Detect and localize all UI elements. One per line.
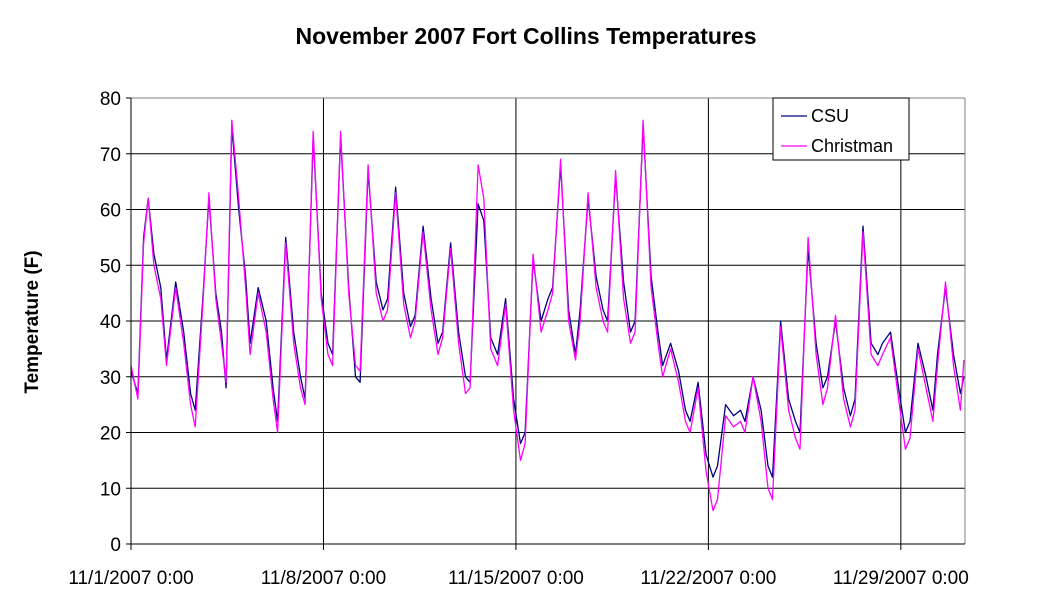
y-axis-ticks: 0 10 20 30 40 50 60 70 80 (100, 89, 131, 556)
x-tick-label: 11/22/2007 0:00 (640, 568, 776, 589)
x-tick-label: 11/8/2007 0:00 (261, 568, 386, 589)
legend-label-csu: CSU (811, 106, 849, 126)
y-tick-label: 30 (100, 368, 121, 389)
legend-box (772, 97, 910, 161)
series-line-csu (130, 125, 965, 478)
x-tick-label: 11/1/2007 0:00 (68, 568, 193, 589)
y-tick-label: 80 (100, 89, 121, 110)
y-tick-label: 50 (100, 256, 121, 277)
y-tick-label: 10 (100, 479, 121, 500)
x-tick-label: 11/29/2007 0:00 (833, 568, 969, 589)
chart-title: November 2007 Fort Collins Temperatures (296, 23, 757, 49)
grid (131, 97, 965, 544)
y-tick-label: 20 (100, 424, 121, 445)
y-tick-label: 0 (110, 535, 121, 556)
y-tick-label: 60 (100, 201, 121, 222)
y-tick-label: 40 (100, 312, 121, 333)
x-tick-label: 11/15/2007 0:00 (448, 568, 584, 589)
y-tick-label: 70 (100, 145, 121, 166)
series-lines (130, 119, 965, 512)
legend: CSU Christman (772, 97, 910, 161)
legend-label-christman: Christman (811, 136, 893, 156)
series-line-christman (130, 119, 965, 512)
y-axis-label: Temperature (F) (22, 250, 43, 393)
x-axis-ticks: 11/1/2007 0:00 11/8/2007 0:00 11/15/2007 0… (68, 544, 969, 589)
